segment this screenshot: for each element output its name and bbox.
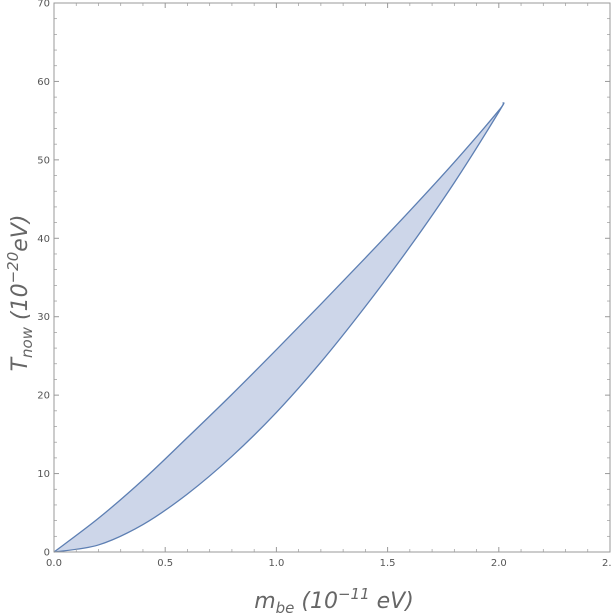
x-tick-label: 1.5 [380, 558, 396, 569]
y-tick-label: 30 [37, 312, 50, 323]
plot-area [53, 102, 505, 553]
y-tick-label: 20 [37, 391, 50, 402]
x-axis-label: mbe (10−11 eV) [254, 585, 414, 614]
x-tick-label: 2.5 [602, 558, 612, 569]
y-axis-label: Tnow (10−20eV) [4, 215, 36, 372]
x-axis-label-suffix: eV) [370, 589, 414, 614]
x-tick-label: 0.5 [157, 558, 173, 569]
y-tick-label: 40 [37, 234, 50, 245]
axis-ticks: 0.0 0.5 1.0 1.5 2.0 2.5 0 10 20 30 40 50 60 70 [37, 0, 612, 569]
y-tick-label: 60 [37, 77, 50, 88]
y-tick-label: 70 [37, 0, 50, 10]
y-axis-label-prefix: (10 [8, 283, 33, 327]
upper-boundary-line [53, 102, 505, 553]
x-axis-label-base: m [254, 589, 275, 614]
y-tick-label: 0 [44, 548, 50, 559]
y-axis-label-base: T [8, 356, 33, 371]
y-axis-label-exp: −20 [4, 252, 22, 284]
x-axis-label-prefix: (10 [294, 589, 338, 614]
x-tick-label: 0.0 [46, 558, 62, 569]
lower-boundary-line [53, 102, 505, 553]
x-axis-label-sub: be [276, 599, 295, 614]
x-tick-label: 2.0 [491, 558, 507, 569]
x-axis-label-exp: −11 [338, 585, 370, 603]
y-axis-label-suffix: eV) [8, 215, 33, 252]
y-tick-label: 10 [37, 469, 50, 480]
plot-frame [53, 2, 611, 553]
x-tick-label: 1.0 [268, 558, 284, 569]
y-axis-label-sub: now [18, 326, 36, 358]
y-tick-label: 50 [37, 155, 50, 166]
